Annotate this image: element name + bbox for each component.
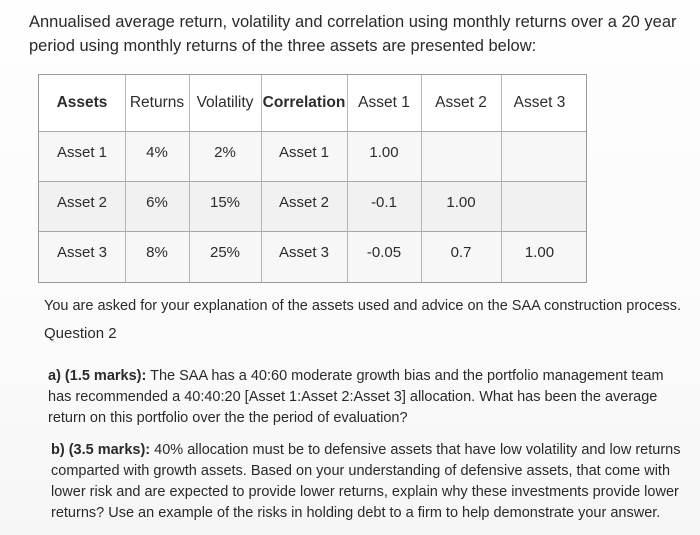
table-divider — [189, 75, 190, 282]
table-cell: 8% — [146, 244, 168, 261]
table-cell: 6% — [146, 193, 168, 211]
header-volatility: Volatility — [196, 94, 254, 111]
part-a-text: The SAA has a 40:60 moderate growth bias… — [48, 368, 664, 426]
table-cell: Asset 3 — [56, 244, 108, 261]
table-cell: Asset 2 — [56, 193, 108, 211]
question-part-a: a) (1.5 marks): The SAA has a 40:60 mode… — [48, 366, 688, 429]
table-cell: Asset 3 — [278, 244, 330, 261]
asset-statistics-table: Assets Returns Volatility Correlation As… — [38, 74, 587, 283]
table-divider — [501, 75, 502, 282]
part-a-label: a) (1.5 marks): — [48, 368, 147, 384]
table-divider — [125, 75, 126, 282]
table-divider — [39, 131, 586, 132]
table-cell: 0.7 — [450, 244, 472, 261]
question-part-b: b) (3.5 marks): 40% allocation must be t… — [51, 440, 681, 524]
table-cell: 25% — [209, 244, 241, 261]
part-b-label: b) (3.5 marks): — [51, 442, 151, 458]
header-correlation: Correlation — [262, 94, 346, 111]
table-cell — [421, 131, 501, 181]
table-cell: -0.1 — [371, 193, 397, 211]
table-cell: 2% — [214, 143, 236, 161]
table-divider — [39, 231, 586, 232]
part-b-text: 40% allocation must be to defensive asse… — [51, 442, 681, 521]
table-cell: 1.00 — [524, 244, 555, 261]
table-cell: 4% — [146, 143, 168, 161]
table-cell: Asset 1 — [56, 143, 108, 161]
table-row: Asset 1 4% 2% Asset 1 1.00 — [39, 131, 586, 181]
table-cell — [501, 131, 578, 181]
table-cell: Asset 1 — [278, 143, 330, 161]
header-asset-1: Asset 1 — [358, 94, 410, 111]
table-cell: Asset 2 — [278, 193, 330, 211]
intro-paragraph: Annualised average return, volatility an… — [29, 13, 677, 55]
table-divider — [347, 75, 348, 282]
table-cell: -0.05 — [366, 244, 402, 261]
table-cell: 1.00 — [369, 143, 399, 161]
question-title: Question 2 — [44, 325, 117, 342]
table-header-row: Assets Returns Volatility Correlation As… — [39, 75, 586, 131]
header-asset-3: Asset 3 — [513, 94, 566, 111]
table-divider — [261, 75, 262, 282]
table-divider — [39, 181, 586, 182]
header-returns: Returns — [129, 94, 185, 111]
table-cell: 1.00 — [446, 193, 476, 211]
table-cell: 15% — [209, 193, 241, 211]
table-cell — [501, 181, 578, 231]
header-asset-2: Asset 2 — [435, 94, 487, 111]
table-row: Asset 2 6% 15% Asset 2 -0.1 1.00 — [39, 181, 586, 231]
table-row: Asset 3 8% 25% Asset 3 -0.05 0.7 1.00 — [39, 231, 586, 282]
header-assets: Assets — [56, 94, 108, 111]
table-divider — [421, 75, 422, 282]
instruction-text: You are asked for your explanation of th… — [44, 298, 682, 314]
